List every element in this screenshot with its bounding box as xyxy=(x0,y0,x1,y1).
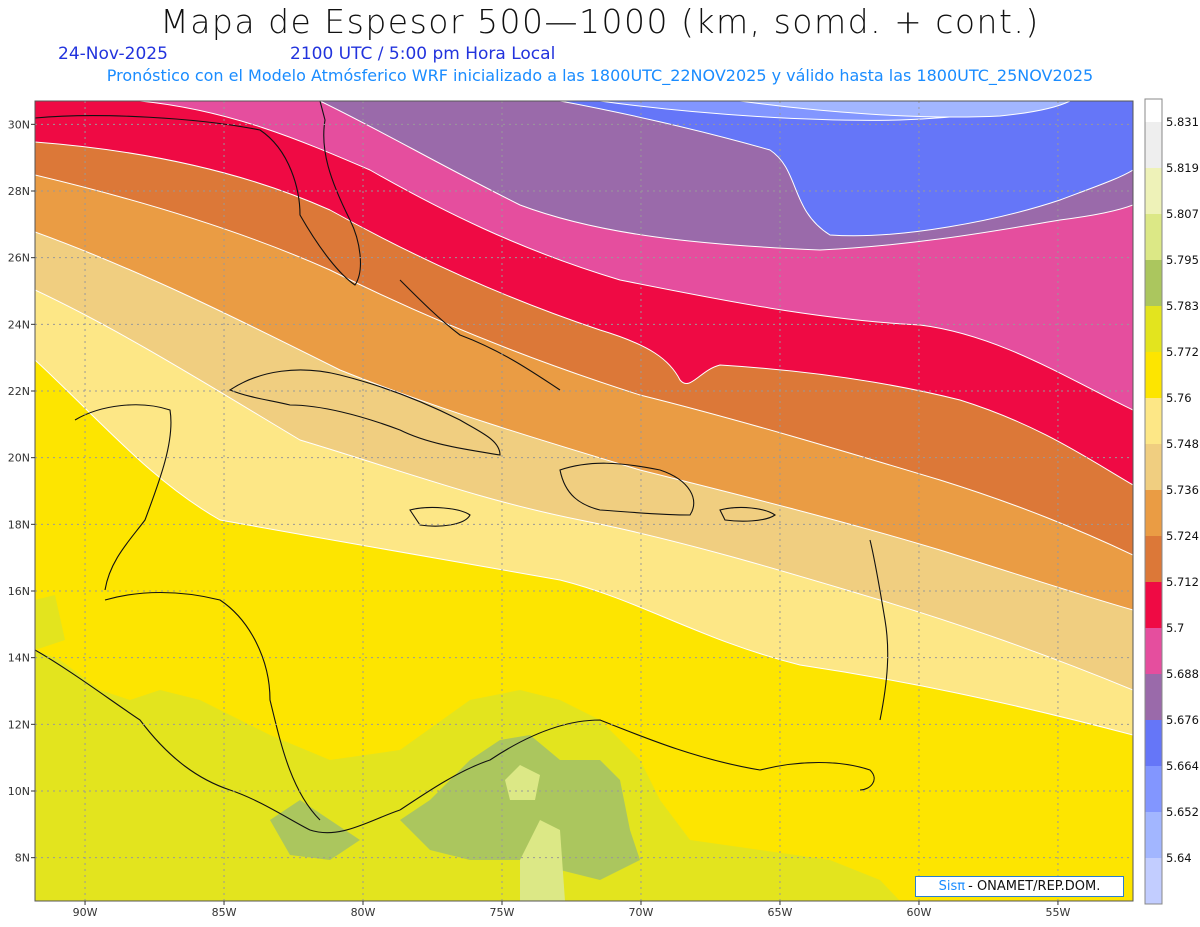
colorbar-swatch xyxy=(1145,490,1162,536)
colorbar-level-label: 5.652 xyxy=(1166,805,1199,819)
latitude-label: 30N xyxy=(8,118,30,131)
hispaniola-coast xyxy=(559,462,695,516)
latitude-label: 28N xyxy=(8,185,30,198)
colorbar-swatch xyxy=(1145,168,1162,214)
colorbar-swatch xyxy=(1145,858,1162,904)
colorbar-level-label: 5.748 xyxy=(1166,437,1199,451)
south-america-coast xyxy=(399,719,875,811)
date-label: 24-Nov-2025 xyxy=(58,44,168,64)
colorbar-swatch xyxy=(1145,260,1162,306)
jamaica-coast xyxy=(409,506,471,527)
longitude-labels: 90W 85W 80W 75W 70W 65W 60W 55W xyxy=(73,901,1071,919)
band-5.676 xyxy=(559,101,1133,237)
latitude-label: 10N xyxy=(8,785,30,798)
cuba-coast xyxy=(228,369,501,456)
land-region-pale xyxy=(520,820,565,901)
colorbar-level-label: 5.783 xyxy=(1166,299,1199,313)
longitude-label: 65W xyxy=(768,906,793,919)
coastlines xyxy=(35,101,889,834)
colorbar-level-label: 5.712 xyxy=(1166,575,1199,589)
colorbar-swatch xyxy=(1145,628,1162,674)
time-label: 2100 UTC / 5:00 pm Hora Local xyxy=(290,44,556,64)
florida-coast xyxy=(35,101,361,286)
colorbar-level-label: 5.676 xyxy=(1166,713,1199,727)
colorbar-level-label: 5.819 xyxy=(1166,161,1199,175)
colorbar-level-label: 5.7 xyxy=(1166,621,1184,635)
credit-text: - ONAMET/REP.DOM. xyxy=(968,879,1101,894)
credit-box: Sisπ - ONAMET/REP.DOM. xyxy=(915,876,1124,897)
land-region-pale-2 xyxy=(505,765,540,800)
credit-brand: Sisπ xyxy=(938,879,966,894)
puerto-rico-coast xyxy=(719,506,776,522)
land-region-green xyxy=(400,735,640,880)
colorbar-swatch xyxy=(1145,674,1162,720)
bahamas-coast xyxy=(399,279,561,391)
latitude-label: 20N xyxy=(8,452,30,465)
colorbar: 5.64 5.652 5.664 5.676 5.688 5.7 5.712 5.724 5.7… xyxy=(1144,98,1199,905)
central-america-coast xyxy=(35,649,401,834)
longitude-label: 60W xyxy=(907,906,932,919)
longitude-label: 55W xyxy=(1046,906,1071,919)
latitude-label: 18N xyxy=(8,518,30,531)
land-region-green-2 xyxy=(270,800,360,860)
colorbar-swatch xyxy=(1145,122,1162,168)
latitude-label: 12N xyxy=(8,718,30,731)
colorbar-level-label: 5.807 xyxy=(1166,207,1199,221)
colorbar-frame xyxy=(1144,98,1163,905)
graticule xyxy=(35,101,1133,901)
latitude-label: 26N xyxy=(8,252,30,265)
plot-frame xyxy=(34,100,1134,902)
colorbar-level-label: 5.688 xyxy=(1166,667,1199,681)
colorbar-level-label: 5.76 xyxy=(1166,391,1192,405)
colorbar-swatch xyxy=(1145,812,1162,858)
yucatan-coast xyxy=(74,404,172,591)
forecast-info: Pronóstico con el Modelo Atmósferico WRF… xyxy=(106,66,1094,85)
land-region-yellowgreen-2 xyxy=(35,595,65,650)
colorbar-level-label: 5.772 xyxy=(1166,345,1199,359)
latitude-label: 14N xyxy=(8,652,30,665)
map-title: Mapa de Espesor 500—1000 (km, somd. + co… xyxy=(160,2,1040,41)
latitude-label: 24N xyxy=(8,318,30,331)
longitude-label: 80W xyxy=(351,906,376,919)
colorbar-swatch xyxy=(1145,720,1162,766)
latitude-label: 22N xyxy=(8,385,30,398)
latitude-label: 16N xyxy=(8,585,30,598)
colorbar-level-label: 5.724 xyxy=(1166,529,1199,543)
plot-area xyxy=(35,101,1133,901)
lesser-antilles-coast xyxy=(869,539,889,721)
colorbar-swatch xyxy=(1145,444,1162,490)
longitude-label: 90W xyxy=(73,906,98,919)
caribbean-central-coast xyxy=(104,592,321,821)
colorbar-swatch xyxy=(1145,398,1162,444)
colorbar-swatch xyxy=(1145,352,1162,398)
colorbar-level-label: 5.64 xyxy=(1166,851,1192,865)
colorbar-swatch xyxy=(1145,214,1162,260)
colorbar-swatch xyxy=(1145,536,1162,582)
colorbar-swatch xyxy=(1145,582,1162,628)
colorbar-swatch xyxy=(1145,306,1162,352)
colorbar-level-label: 5.664 xyxy=(1166,759,1199,773)
latitude-labels: 30N 28N 26N 24N 22N 20N 18N 16N 14N 12N 10N 8N xyxy=(8,118,35,865)
longitude-label: 70W xyxy=(629,906,654,919)
longitude-label: 75W xyxy=(490,906,515,919)
band-5.652 xyxy=(739,101,1071,118)
longitude-label: 85W xyxy=(212,906,237,919)
colorbar-swatch xyxy=(1145,766,1162,812)
colorbar-level-label: 5.736 xyxy=(1166,483,1199,497)
colorbar-level-label: 5.831 xyxy=(1166,115,1199,129)
latitude-label: 8N xyxy=(15,852,30,865)
colorbar-level-label: 5.795 xyxy=(1166,253,1199,267)
